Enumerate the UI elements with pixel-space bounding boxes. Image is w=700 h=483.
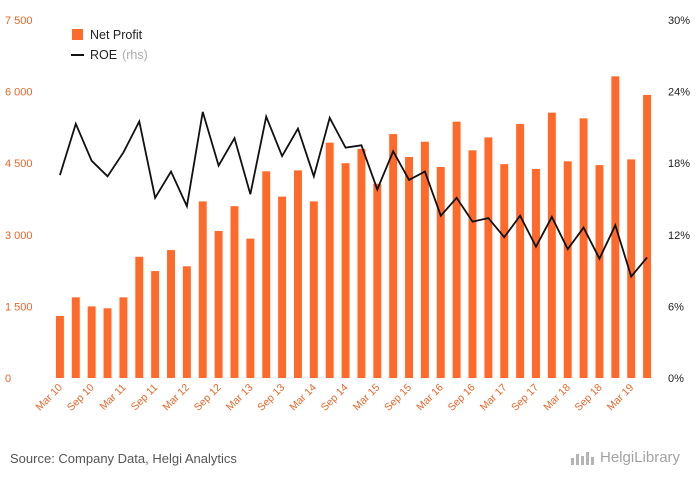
x-tick-label: Mar 10 — [33, 382, 65, 414]
bar-dec-17 — [547, 112, 556, 379]
bar-sep-15 — [405, 156, 414, 378]
left-tick-label: 4 500 — [5, 158, 33, 170]
left-tick-label: 3 000 — [5, 230, 33, 242]
x-tick-label: Sep 11 — [129, 382, 161, 414]
brand-name: HelgiLibrary — [600, 449, 681, 466]
bar-dec-16 — [484, 137, 493, 378]
legend: Net Profit ROE (rhs) — [71, 28, 148, 62]
x-tick-label: Mar 16 — [414, 382, 446, 414]
bar-dec-15 — [420, 141, 429, 378]
source-note: Source: Company Data, Helgi Analytics — [10, 451, 237, 466]
brand-bars-icon — [571, 451, 594, 465]
bar-mar-14 — [309, 201, 318, 378]
x-tick-label: Sep 14 — [319, 382, 351, 414]
x-tick-label: Mar 13 — [224, 382, 256, 414]
x-tick-label: Sep 17 — [509, 382, 541, 414]
left-tick-label: 6 000 — [5, 87, 33, 99]
bar-mar-12 — [182, 266, 191, 378]
left-tick-label: 1 500 — [5, 301, 33, 313]
bar-jun-15 — [389, 134, 398, 378]
roe-line — [59, 111, 648, 279]
bar-mar-11 — [119, 297, 128, 378]
left-axis: 0 1 500 3 000 4 500 6 000 7 500 — [5, 15, 33, 385]
bar-jun-12 — [198, 201, 207, 378]
brand-logo: HelgiLibrary — [570, 449, 680, 466]
x-tick-label: Sep 16 — [446, 382, 478, 414]
bar-mar-19 — [627, 159, 636, 378]
x-tick-label: Mar 18 — [541, 382, 573, 414]
bar-sep-17 — [532, 168, 540, 378]
right-axis: 0% 6% 12% 18% 24% 30% — [668, 15, 690, 385]
x-tick-label: Mar 15 — [351, 382, 383, 414]
bar-jun-16 — [452, 121, 461, 378]
bar-dec-13 — [293, 170, 302, 378]
right-tick-label: 12% — [668, 230, 690, 242]
x-tick-label: Mar 14 — [287, 382, 319, 414]
bar-jun-18 — [579, 118, 588, 379]
bar-jun-17 — [516, 124, 525, 378]
bar-sep-14 — [341, 163, 350, 378]
bar-mar-10 — [55, 315, 64, 378]
x-tick-label: Sep 10 — [65, 382, 97, 414]
legend-swatch-net-profit — [72, 29, 83, 40]
bar-mar-13 — [246, 238, 255, 378]
bar-sep-18 — [595, 165, 604, 378]
bar-series-net-profit — [55, 76, 652, 379]
legend-label-net-profit: Net Profit — [90, 28, 143, 42]
bar-sep-16 — [468, 150, 477, 378]
left-tick-label: 7 500 — [5, 15, 33, 27]
bar-dec-11 — [167, 250, 175, 378]
bar-mar-15 — [373, 183, 382, 378]
x-axis: Mar 10 Sep 10 Mar 11 Sep 11 Mar 12 Sep 12 Mar … — [33, 382, 636, 414]
bar-mar-17 — [500, 164, 509, 378]
bar-sep-13 — [278, 196, 287, 378]
bar-jun-10 — [71, 297, 80, 378]
x-tick-label: Mar 17 — [478, 382, 510, 414]
legend-label-roe-name: ROE — [90, 48, 117, 62]
bar-mar-18 — [563, 161, 572, 378]
x-tick-label: Sep 15 — [382, 382, 414, 414]
x-tick-label: Sep 18 — [573, 382, 605, 414]
x-tick-label: Mar 11 — [97, 382, 128, 413]
bar-sep-12 — [214, 230, 223, 378]
right-tick-label: 0% — [668, 373, 684, 385]
bar-dec-14 — [357, 148, 366, 378]
chart: 0 1 500 3 000 4 500 6 000 7 500 0% 6% 12% 18% 24%… — [5, 15, 690, 414]
bar-mar-16 — [436, 167, 445, 378]
right-tick-label: 24% — [668, 87, 690, 99]
right-tick-label: 18% — [668, 158, 690, 170]
bar-sep-10 — [87, 306, 96, 378]
bar-jun-14 — [325, 142, 334, 378]
x-tick-label: Mar 19 — [605, 382, 637, 414]
right-tick-label: 30% — [668, 15, 690, 27]
left-tick-label: 0 — [5, 373, 11, 385]
bar-jun-11 — [135, 256, 144, 378]
x-tick-label: Sep 12 — [192, 382, 224, 414]
bar-jun-19 — [643, 94, 652, 378]
bar-jun-13 — [262, 171, 271, 378]
bar-dec-12 — [230, 206, 239, 378]
bar-dec-10 — [103, 308, 112, 378]
x-tick-label: Sep 13 — [255, 382, 287, 414]
line-series-roe — [59, 111, 648, 279]
legend-label-roe-suffix: (rhs) — [122, 48, 148, 62]
bar-sep-11 — [151, 271, 160, 378]
right-tick-label: 6% — [668, 301, 684, 313]
x-tick-label: Mar 12 — [160, 382, 192, 414]
legend-label-roe: ROE (rhs) — [90, 48, 148, 62]
